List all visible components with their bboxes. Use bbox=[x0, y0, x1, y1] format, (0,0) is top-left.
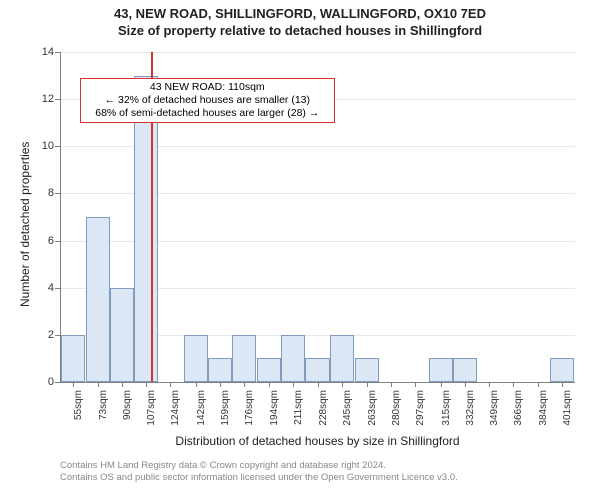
histogram-bar bbox=[281, 335, 305, 382]
histogram-bar bbox=[184, 335, 208, 382]
histogram-bar bbox=[86, 217, 110, 382]
footer-line1: Contains HM Land Registry data © Crown c… bbox=[60, 460, 458, 472]
y-axis bbox=[60, 52, 61, 382]
x-tick-label: 176sqm bbox=[244, 390, 255, 430]
histogram-bar bbox=[61, 335, 85, 382]
x-tick-label: 55sqm bbox=[73, 390, 84, 430]
x-tick-label: 384sqm bbox=[538, 390, 549, 430]
x-tick-label: 263sqm bbox=[367, 390, 378, 430]
x-tick-label: 297sqm bbox=[415, 390, 426, 430]
x-tick-label: 315sqm bbox=[441, 390, 452, 430]
x-tick-label: 332sqm bbox=[465, 390, 476, 430]
x-tick-label: 228sqm bbox=[318, 390, 329, 430]
x-tick-label: 124sqm bbox=[170, 390, 181, 430]
histogram-bar bbox=[257, 358, 281, 382]
x-tick-label: 90sqm bbox=[122, 390, 133, 430]
y-tick-label: 2 bbox=[30, 329, 54, 341]
x-tick-label: 245sqm bbox=[342, 390, 353, 430]
histogram-bar bbox=[429, 358, 453, 382]
x-tick-label: 73sqm bbox=[98, 390, 109, 430]
y-tick-label: 0 bbox=[30, 376, 54, 388]
x-tick-label: 107sqm bbox=[146, 390, 157, 430]
x-tick-label: 194sqm bbox=[269, 390, 280, 430]
x-tick-label: 159sqm bbox=[220, 390, 231, 430]
histogram-bar bbox=[330, 335, 354, 382]
footer-line2: Contains OS and public sector informatio… bbox=[60, 472, 458, 484]
chart-title-line1: 43, NEW ROAD, SHILLINGFORD, WALLINGFORD,… bbox=[0, 0, 600, 21]
histogram-bar bbox=[305, 358, 329, 382]
y-tick-label: 6 bbox=[30, 235, 54, 247]
grid-line bbox=[60, 52, 575, 53]
y-tick-label: 12 bbox=[30, 93, 54, 105]
y-tick-label: 14 bbox=[30, 46, 54, 58]
chart-title-line2: Size of property relative to detached ho… bbox=[0, 21, 600, 38]
x-tick-label: 401sqm bbox=[562, 390, 573, 430]
x-tick-label: 349sqm bbox=[489, 390, 500, 430]
y-tick-label: 8 bbox=[30, 187, 54, 199]
histogram-bar bbox=[355, 358, 379, 382]
annotation-box: 43 NEW ROAD: 110sqm← 32% of detached hou… bbox=[80, 78, 335, 123]
histogram-bar bbox=[208, 358, 232, 382]
annotation-title: 43 NEW ROAD: 110sqm bbox=[85, 81, 330, 94]
x-tick-label: 366sqm bbox=[513, 390, 524, 430]
x-axis-label: Distribution of detached houses by size … bbox=[60, 434, 575, 448]
x-axis bbox=[60, 382, 575, 383]
histogram-bar bbox=[550, 358, 574, 382]
x-tick-label: 142sqm bbox=[196, 390, 207, 430]
footer-attribution: Contains HM Land Registry data © Crown c… bbox=[60, 460, 458, 484]
histogram-bar bbox=[232, 335, 256, 382]
histogram-bar bbox=[110, 288, 134, 382]
x-tick-label: 211sqm bbox=[293, 390, 304, 430]
histogram-bar bbox=[453, 358, 477, 382]
annotation-line3: 68% of semi-detached houses are larger (… bbox=[85, 107, 330, 120]
plot-area: 43 NEW ROAD: 110sqm← 32% of detached hou… bbox=[60, 52, 575, 382]
y-tick-label: 4 bbox=[30, 282, 54, 294]
x-tick-label: 280sqm bbox=[391, 390, 402, 430]
y-tick-label: 10 bbox=[30, 140, 54, 152]
annotation-line2: ← 32% of detached houses are smaller (13… bbox=[85, 94, 330, 107]
